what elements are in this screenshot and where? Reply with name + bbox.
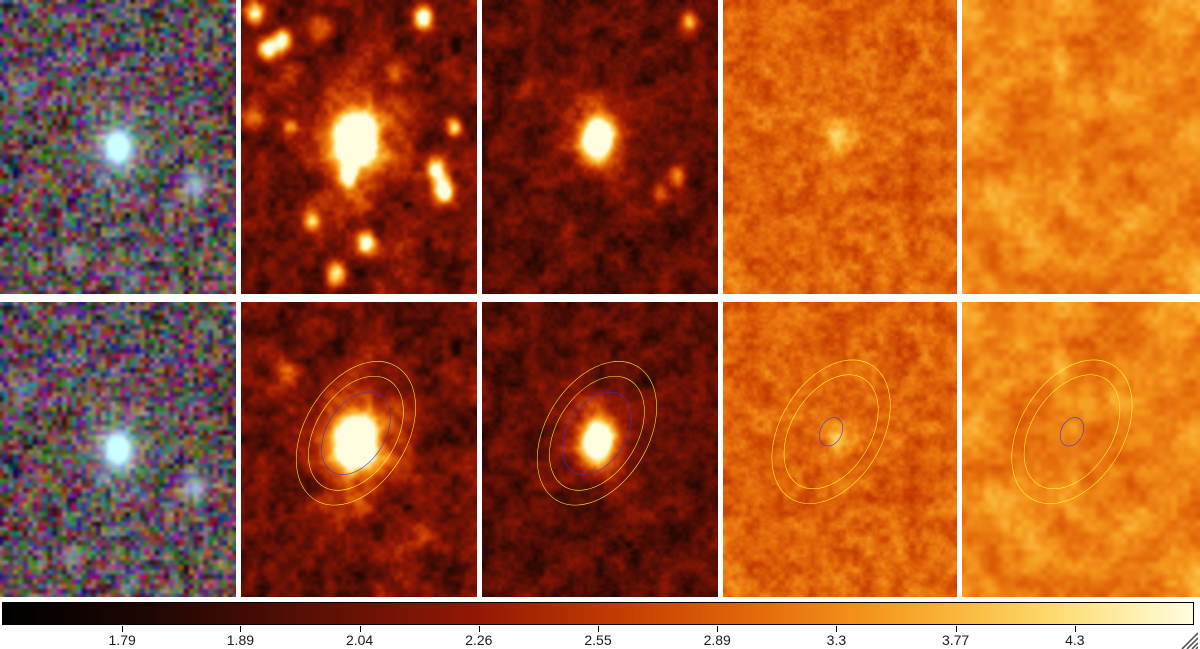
cutout-panel-r1c5 [962, 0, 1200, 294]
colorbar-tick [598, 626, 599, 632]
cutout-panel-r1c1 [0, 0, 236, 294]
colorbar-tick-label: 3.3 [826, 632, 847, 648]
colorbar-tick [240, 626, 242, 632]
cutout-image [0, 0, 236, 294]
panel-grid [0, 0, 1200, 597]
cutout-panel-r2c4 [723, 302, 957, 597]
cutout-image [962, 0, 1200, 294]
colorbar-tick [1074, 626, 1076, 632]
cutout-panel-r2c1 [0, 302, 236, 597]
colorbar-tick-label: 2.26 [465, 632, 493, 648]
colorbar-tick [359, 626, 361, 632]
colorbar: 1.79 1.89 2.04 2.26 2.55 2.89 3.3 3.77 4.3 [0, 601, 1200, 649]
cutout-image [723, 302, 957, 597]
colorbar-tick [122, 626, 124, 632]
cutout-image [0, 302, 236, 597]
hatch-corner-mark [1181, 632, 1198, 649]
cutout-image [482, 302, 718, 597]
colorbar-tick [955, 626, 957, 632]
cutout-panel-r2c5 [962, 302, 1200, 597]
colorbar-tick-label: 2.04 [345, 632, 374, 648]
colorbar-tick [836, 626, 838, 632]
cutout-panel-r1c2 [241, 0, 477, 294]
cutout-image [962, 302, 1200, 597]
cutout-panel-r1c4 [723, 0, 957, 294]
colorbar-tick-label: 2.55 [584, 632, 612, 648]
cutout-image [482, 0, 718, 294]
colorbar-tick [478, 626, 480, 632]
colorbar-tick-label: 2.89 [703, 632, 731, 648]
cutout-image [241, 302, 477, 597]
colorbar-tick-label: 3.77 [941, 632, 970, 648]
colorbar-tick [717, 626, 719, 632]
cutout-image [241, 0, 477, 294]
cutout-image [723, 0, 957, 294]
colorbar-tick-label: 4.3 [1065, 632, 1085, 648]
cutout-panel-r2c2 [241, 302, 477, 597]
cutout-panel-r2c3 [482, 302, 718, 597]
colorbar-gradient [2, 602, 1194, 625]
cutout-panel-r1c3 [482, 0, 718, 294]
colorbar-tick-label: 1.89 [226, 632, 255, 648]
colorbar-tick-label: 1.79 [108, 632, 136, 648]
